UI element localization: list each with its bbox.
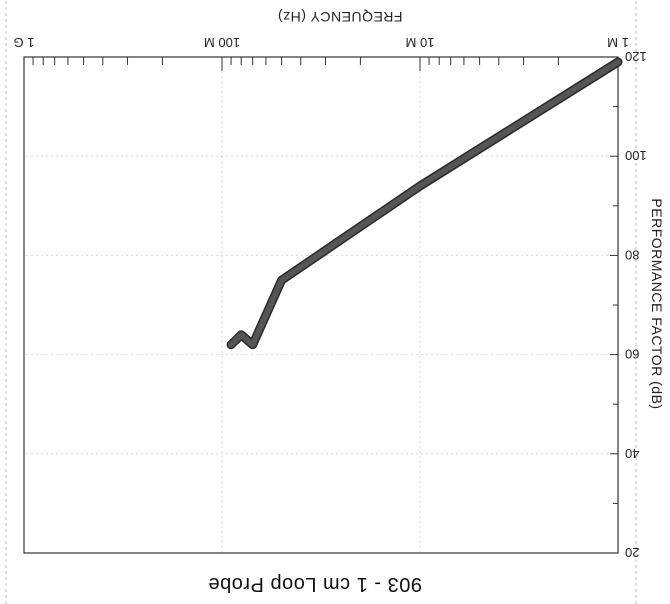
data-point (281, 279, 283, 281)
x-axis-title: FREQUENCY (Hz) (278, 9, 403, 25)
y-tick-label: 100 (625, 148, 647, 163)
series-layer (226, 57, 623, 350)
y-tick-label: 40 (625, 446, 639, 461)
y-axis-title: PERFORMANCE FACTOR (dB) (649, 198, 665, 409)
y-tick-label: 20 (625, 545, 639, 560)
tick-layer (23, 56, 619, 554)
chart-title: 903 - 1 cm Loop Probe (208, 573, 422, 595)
y-tick-label: 80 (625, 247, 639, 262)
x-tick-label: 1 G (14, 35, 35, 50)
data-point (252, 344, 254, 346)
x-tick-label: 1 M (607, 35, 629, 50)
y-tick-label: 60 (625, 347, 639, 362)
grid-layer (24, 57, 618, 553)
series-line-outline (226, 57, 623, 350)
x-tick-label: 100 M (204, 35, 240, 50)
x-tick-label: 10 M (406, 35, 435, 50)
data-point (240, 334, 242, 336)
data-point (419, 185, 421, 187)
y-tick-label: 120 (625, 49, 647, 64)
data-point (230, 344, 232, 346)
plot-frame (23, 56, 619, 554)
data-point (617, 61, 619, 63)
series-line (228, 59, 621, 348)
